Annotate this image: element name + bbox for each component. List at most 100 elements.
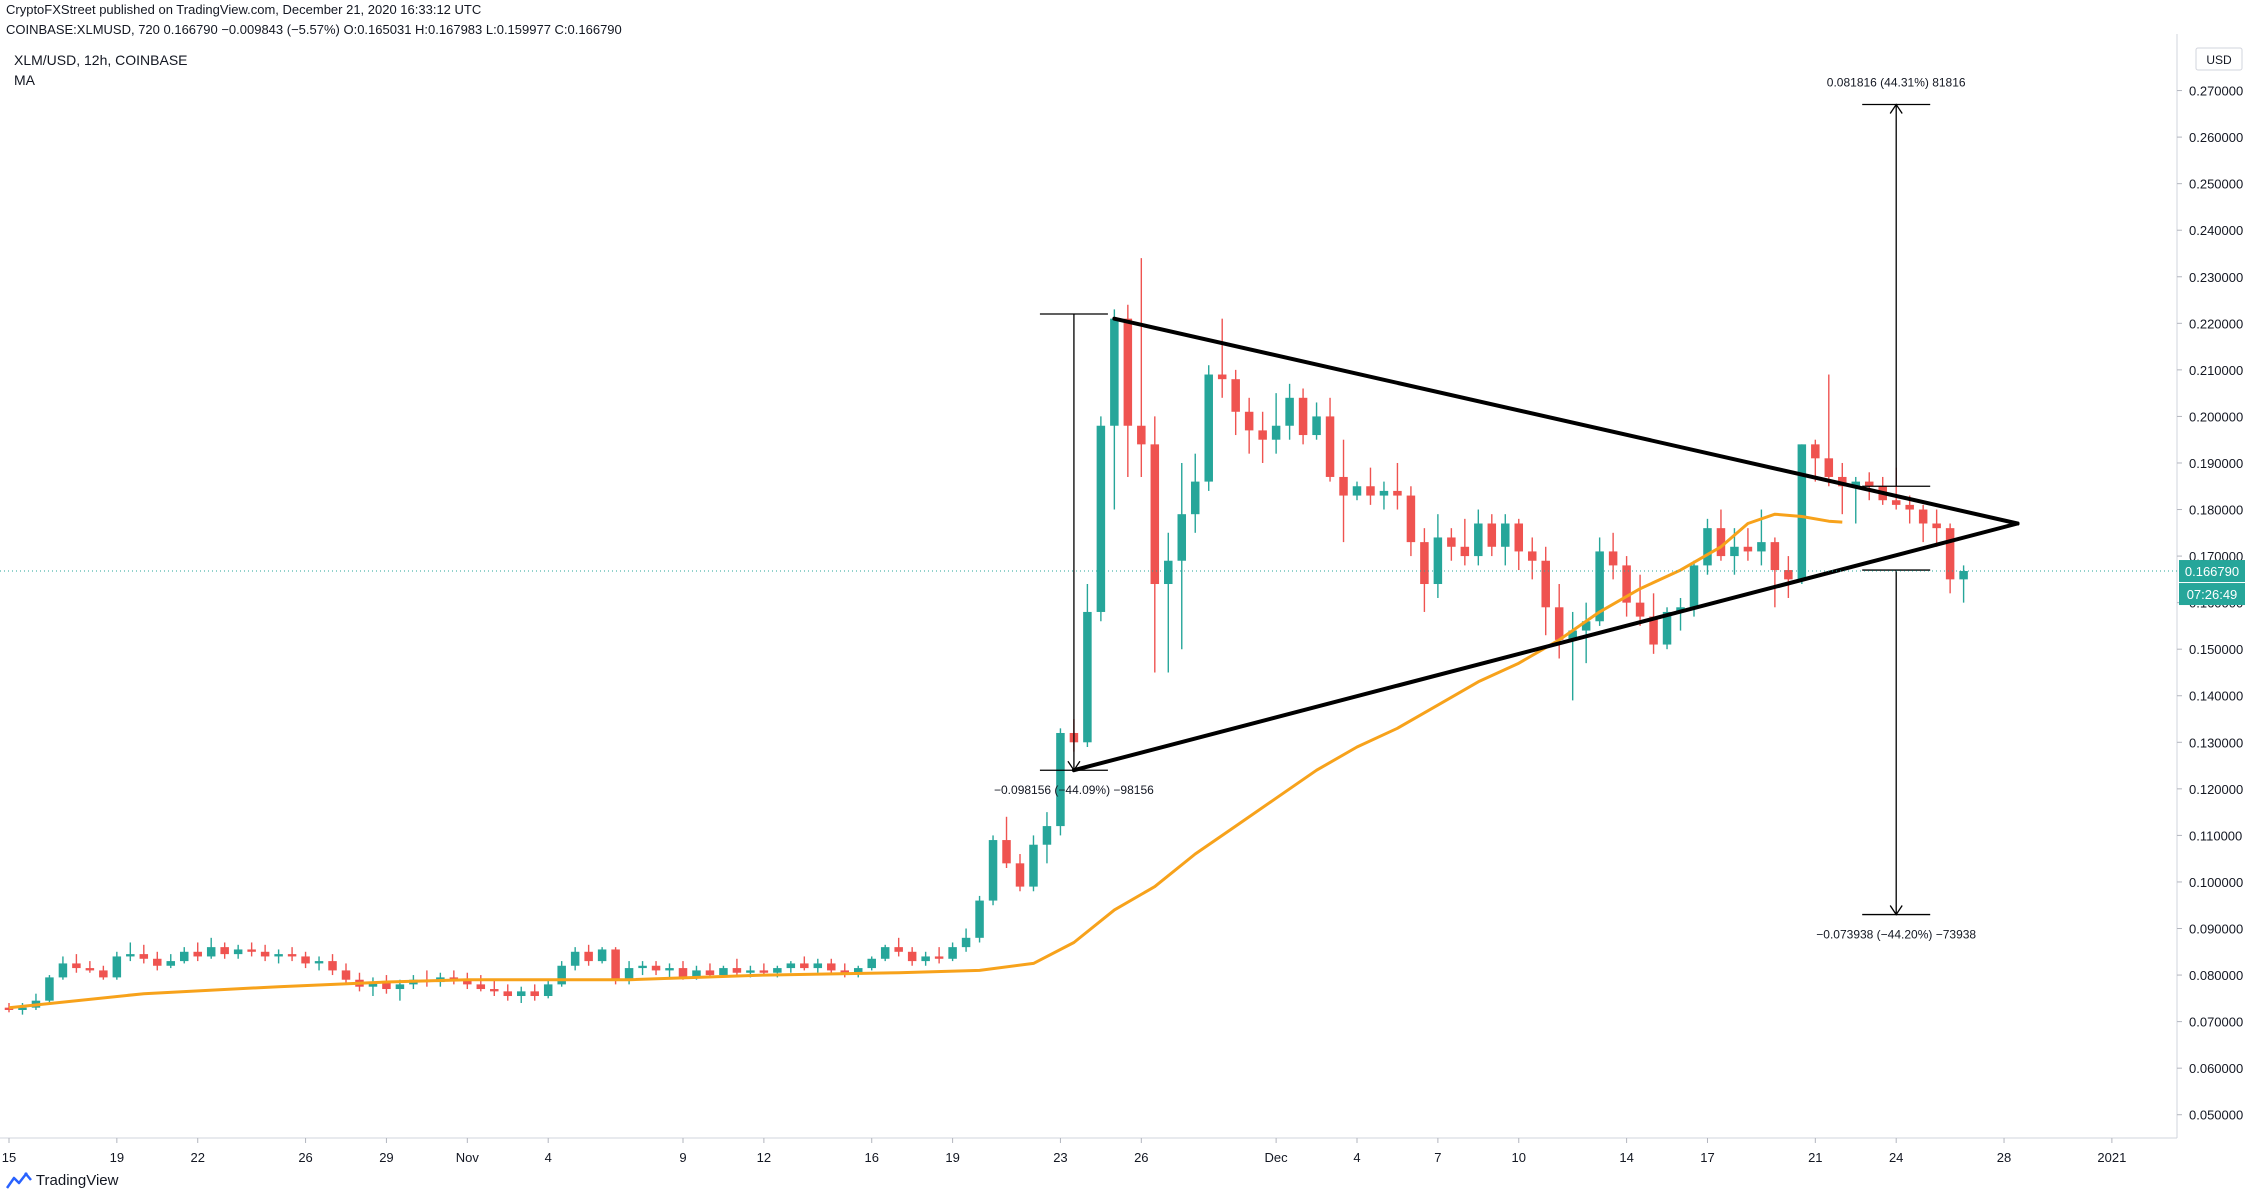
candle-down — [1258, 430, 1267, 440]
candle-down — [1635, 602, 1645, 617]
candle-down — [220, 947, 229, 955]
last-price-label: 0.166790 — [2185, 564, 2239, 579]
candle-down — [840, 970, 850, 973]
candle-up — [1029, 844, 1038, 887]
candle-down — [1891, 500, 1901, 505]
candle-up — [112, 956, 122, 978]
candle-down — [193, 951, 202, 957]
candle-down — [1325, 416, 1335, 477]
x-tick-label: 4 — [545, 1150, 552, 1165]
x-tick-label: 26 — [298, 1150, 312, 1165]
candle-down — [287, 954, 297, 957]
candle-up — [543, 984, 553, 997]
candle-down — [503, 991, 513, 997]
measure-label: −0.098156 (−44.09%) −98156 — [994, 783, 1154, 797]
ohlc-line: COINBASE:XLMUSD, 720 0.166790 −0.009843 … — [6, 22, 622, 37]
candle-up — [719, 968, 728, 976]
countdown-label: 07:26:49 — [2187, 587, 2238, 602]
measure-label: −0.073938 (−44.20%) −73938 — [1816, 928, 1976, 942]
candle-up — [179, 951, 189, 962]
candle-up — [988, 840, 998, 901]
symbol-legend[interactable]: XLM/USD, 12h, COINBASE — [14, 52, 188, 68]
candle-up — [692, 970, 701, 978]
candle-up — [638, 965, 647, 969]
currency-box — [2195, 47, 2243, 71]
candle-up — [624, 968, 634, 980]
candle-down — [800, 963, 809, 969]
x-tick-label: 29 — [379, 1150, 393, 1165]
candle-down — [1514, 523, 1524, 552]
y-tick-label: 0.150000 — [2189, 642, 2243, 657]
candle-up — [1689, 565, 1699, 608]
x-tick-label: 24 — [1889, 1150, 1903, 1165]
candle-up — [665, 968, 674, 971]
candle-down — [651, 965, 661, 971]
candle-down — [1811, 444, 1820, 459]
candle-down — [4, 1007, 14, 1010]
y-tick-label: 0.070000 — [2189, 1015, 2243, 1030]
candle-down — [827, 963, 836, 971]
candle-up — [1083, 611, 1092, 743]
upper-trendline[interactable] — [1112, 316, 2020, 526]
measure-arrow-down-icon — [1889, 905, 1903, 916]
candle-down — [301, 956, 310, 964]
candle-up — [1851, 481, 1861, 487]
currency-label: USD — [2206, 53, 2232, 67]
candle-up — [1433, 537, 1443, 585]
candle-down — [1015, 863, 1025, 887]
y-tick-label: 0.260000 — [2189, 130, 2243, 145]
candle-up — [1312, 416, 1321, 436]
candle-down — [1150, 444, 1160, 585]
candle-down — [328, 961, 337, 971]
candle-up — [18, 1007, 27, 1010]
candle-down — [530, 991, 539, 997]
candle-up — [813, 963, 823, 969]
x-tick-label: 2021 — [2097, 1150, 2126, 1165]
tradingview-brand[interactable]: TradingView — [5, 1172, 118, 1190]
y-tick-label: 0.190000 — [2189, 456, 2243, 471]
candle-down — [1366, 486, 1375, 496]
candle-up — [1662, 611, 1672, 645]
x-tick-label: 23 — [1053, 1150, 1067, 1165]
candle-up — [1190, 481, 1200, 515]
candle-down — [72, 963, 81, 969]
candle-up — [1757, 542, 1766, 552]
y-tick-label: 0.090000 — [2189, 922, 2243, 937]
measure-arrow-down-icon — [1067, 760, 1081, 772]
countdown-tag — [2179, 583, 2245, 606]
candle-up — [948, 947, 957, 959]
candle-up — [1042, 826, 1052, 845]
candle-down — [907, 951, 917, 962]
candle-down — [1460, 546, 1470, 557]
tradingview-logo-icon — [5, 1172, 32, 1189]
candle-up — [1056, 732, 1065, 827]
x-tick-label: 28 — [1997, 1150, 2011, 1165]
candle-down — [1339, 476, 1348, 496]
candle-down — [1217, 374, 1227, 380]
candle-up — [1352, 486, 1362, 496]
y-tick-label: 0.270000 — [2189, 84, 2243, 99]
candle-up — [1797, 444, 1807, 580]
candle-down — [1770, 542, 1780, 571]
ma-legend[interactable]: MA — [14, 72, 35, 88]
candle-up — [786, 963, 796, 969]
candle-down — [1393, 490, 1402, 496]
candle-down — [1137, 425, 1146, 445]
candle-up — [570, 951, 580, 966]
candle-up — [921, 956, 930, 962]
candle-down — [382, 982, 391, 990]
lower-trendline[interactable] — [1071, 521, 2020, 773]
candle-down — [1123, 318, 1133, 426]
candle-down — [1447, 537, 1456, 547]
x-tick-label: 4 — [1353, 1150, 1360, 1165]
candle-down — [463, 979, 472, 985]
candle-down — [85, 968, 95, 971]
candle-up — [274, 954, 283, 957]
candle-up — [516, 991, 526, 997]
candle-down — [1932, 523, 1941, 529]
y-tick-label: 0.130000 — [2189, 735, 2243, 750]
last-price-tag[interactable] — [2179, 560, 2245, 583]
candle-up — [233, 949, 243, 955]
candle-down — [1622, 565, 1631, 603]
